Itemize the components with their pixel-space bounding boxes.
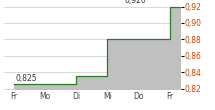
Text: 0,920: 0,920 bbox=[124, 0, 146, 5]
Text: 0,825: 0,825 bbox=[15, 74, 37, 83]
